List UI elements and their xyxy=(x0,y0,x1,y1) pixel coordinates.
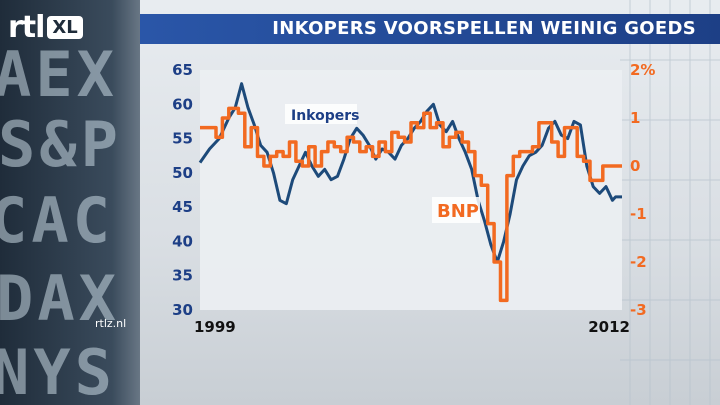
ticker-decoration: DAX xyxy=(0,262,120,335)
ticker-decoration: S&P xyxy=(0,108,122,181)
x-tick-label: 2012 xyxy=(588,318,630,336)
series-line-bnp xyxy=(200,106,622,303)
background-ticker-board: AEX S&P CAC DAX NYS xyxy=(0,0,160,405)
rtlxl-logo: rtl XL xyxy=(8,8,83,46)
y-right-tick-label: 1 xyxy=(630,109,640,127)
y-left-tick-label: 65 xyxy=(172,61,193,79)
watermark-text: rtlz.nl xyxy=(95,317,127,330)
y-left-tick-label: 30 xyxy=(172,301,193,319)
series-label-bnp: BNP xyxy=(432,197,480,223)
y-right-tick-label: 0 xyxy=(630,157,640,175)
y-left-tick-label: 35 xyxy=(172,267,193,285)
svg-text:Inkopers: Inkopers xyxy=(291,108,359,124)
plot-area xyxy=(200,70,622,310)
y-left-tick-label: 45 xyxy=(172,198,193,216)
series-label-inkopers: Inkopers xyxy=(285,104,359,124)
y-left-tick-label: 60 xyxy=(172,95,193,113)
y-right-tick-label: 2% xyxy=(630,61,655,79)
logo-xl-badge: XL xyxy=(47,15,83,39)
logo-rtl-text: rtl xyxy=(8,9,45,45)
y-left-tick-label: 40 xyxy=(172,232,193,250)
title-bar: INKOPERS VOORSPELLEN WEINIG GOEDS xyxy=(140,14,720,44)
background-grid xyxy=(620,0,720,405)
y-right-tick-label: -1 xyxy=(630,205,647,223)
y-right-tick-label: -2 xyxy=(630,253,647,271)
ticker-decoration: NYS xyxy=(0,336,116,405)
svg-text:BNP: BNP xyxy=(437,201,479,222)
y-right-tick-label: -3 xyxy=(630,301,647,319)
y-left-tick-label: 55 xyxy=(172,130,193,148)
ticker-decoration: AEX xyxy=(0,38,118,111)
y-left-tick-label: 50 xyxy=(172,164,193,182)
page-title: INKOPERS VOORSPELLEN WEINIG GOEDS xyxy=(272,18,696,39)
x-tick-label: 1999 xyxy=(194,318,236,336)
ticker-decoration: CAC xyxy=(0,184,114,257)
